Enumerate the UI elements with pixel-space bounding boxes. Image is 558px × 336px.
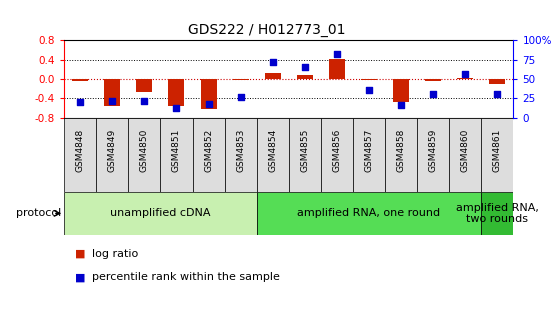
Bar [457,78,473,79]
Text: GDS222 / H012773_01: GDS222 / H012773_01 [187,23,345,37]
Bar [136,79,152,92]
Bar [329,59,345,79]
Text: GSM4851: GSM4851 [172,129,181,172]
Bar [64,118,96,192]
Point [204,101,213,107]
Point [461,71,470,76]
Point [397,102,406,108]
Point [236,94,245,99]
Point [333,51,341,57]
Bar [264,73,281,79]
Bar [104,79,121,106]
Text: GSM4860: GSM4860 [461,129,470,172]
Bar [257,118,289,192]
Text: protocol: protocol [16,208,61,218]
Bar [257,192,481,235]
Bar [200,79,217,110]
Bar [64,192,257,235]
Point [108,98,117,103]
Bar [169,79,185,107]
Bar [193,118,224,192]
Text: GSM4854: GSM4854 [268,129,277,172]
Point [300,64,309,69]
Bar [393,79,409,102]
Text: GSM4852: GSM4852 [204,129,213,172]
Point [268,59,277,65]
Bar [297,75,313,79]
Text: GSM4857: GSM4857 [364,129,373,172]
Text: GSM4858: GSM4858 [397,129,406,172]
Point [76,99,85,105]
Bar [489,79,506,84]
Bar [417,118,449,192]
Point [493,92,502,97]
Text: GSM4853: GSM4853 [236,129,245,172]
Text: ■: ■ [75,272,86,282]
Text: ■: ■ [75,249,86,259]
Bar [161,118,193,192]
Text: GSM4855: GSM4855 [300,129,309,172]
Point [364,87,373,92]
Bar [425,79,441,81]
Bar [481,192,513,235]
Bar [481,118,513,192]
Text: amplified RNA,
two rounds: amplified RNA, two rounds [456,203,539,224]
Text: GSM4859: GSM4859 [429,129,437,172]
Bar [361,79,377,80]
Bar [353,118,385,192]
Bar [289,118,321,192]
Bar [233,79,249,80]
Bar [385,118,417,192]
Text: log ratio: log ratio [92,249,138,259]
Text: GSM4856: GSM4856 [333,129,341,172]
Bar [128,118,161,192]
Text: percentile rank within the sample: percentile rank within the sample [92,272,280,282]
Text: amplified RNA, one round: amplified RNA, one round [297,208,440,218]
Text: GSM4850: GSM4850 [140,129,149,172]
Point [429,92,437,97]
Text: GSM4849: GSM4849 [108,129,117,172]
Point [172,106,181,111]
Text: GSM4848: GSM4848 [76,129,85,172]
Bar [224,118,257,192]
Text: GSM4861: GSM4861 [493,129,502,172]
Bar [72,79,88,81]
Bar [321,118,353,192]
Bar [97,118,128,192]
Text: unamplified cDNA: unamplified cDNA [110,208,211,218]
Point [140,98,149,103]
Bar [449,118,481,192]
